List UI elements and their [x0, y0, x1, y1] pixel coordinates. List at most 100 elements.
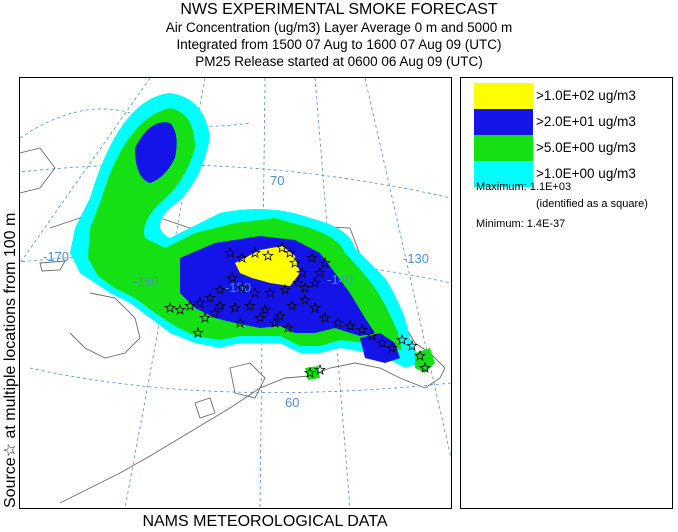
source-star-marker [226, 271, 238, 283]
source-star-marker [249, 286, 261, 298]
source-star-marker [356, 323, 368, 335]
forecast-subtitle-integration: Integrated from 1500 07 Aug to 1600 07 A… [176, 37, 502, 52]
legend-label: >2.0E+01 ug/m3 [536, 114, 636, 129]
source-star-marker [204, 291, 216, 303]
legend-item-gt20: >2.0E+01 ug/m3 [474, 109, 666, 135]
label-lon-130: -130 [403, 251, 429, 266]
source-star-marker [419, 361, 431, 373]
forecast-title: NWS EXPERIMENTAL SMOKE FORECAST [180, 1, 498, 18]
source-star-marker [319, 256, 331, 268]
source-star-marker [214, 283, 226, 295]
source-star-marker [299, 293, 311, 305]
lat-70-line [20, 164, 451, 199]
legend-label: >5.0E+00 ug/m3 [536, 140, 636, 155]
source-star-marker [209, 306, 221, 318]
label-lat-70: 70 [270, 173, 284, 188]
legend-item-gt1: >1.0E+00 ug/m3 [474, 161, 666, 187]
source-star-marker [259, 303, 271, 315]
legend-swatch [474, 161, 533, 187]
source-star-marker [406, 339, 418, 351]
plume-core-gt20 [135, 122, 375, 337]
label-lon-170: -170 [43, 249, 69, 264]
legend-swatch [474, 83, 533, 109]
source-star-marker [174, 303, 186, 315]
source-star-marker [236, 281, 248, 293]
plume-east-a [360, 333, 400, 363]
data-source-footer: NAMS METEOROLOGICAL DATA [142, 513, 388, 530]
chukotka [20, 147, 56, 194]
source-star-marker [386, 341, 398, 353]
source-star-marker [192, 326, 204, 338]
source-star-marker [214, 299, 226, 311]
source-star-marker [284, 246, 296, 258]
source-star-marker [254, 311, 266, 323]
label-lat-60: 60 [285, 395, 299, 410]
source-star-marker [236, 251, 248, 263]
legend-item-gt100: >1.0E+02 ug/m3 [474, 83, 666, 109]
source-star-marker [234, 316, 246, 328]
lon-130-line [364, 78, 451, 459]
source-star-marker [304, 366, 316, 378]
source-star-marker [244, 299, 256, 311]
source-star-marker [319, 311, 331, 323]
smoke-plumes [70, 93, 435, 380]
source-star-marker [229, 301, 241, 313]
source-star-marker [332, 316, 344, 328]
label-lon-160: -160 [133, 274, 159, 289]
source-star-marker [309, 301, 321, 313]
maximum-value: Maximum: 1.1E+03 [476, 181, 572, 193]
source-side-label: Source☆ at multiple locations from 100 m [0, 78, 20, 510]
kodiak [194, 397, 216, 419]
smoke-map: 70 60 -170 -160 -150 -140 -130 [20, 78, 451, 508]
west-coast [69, 292, 141, 359]
source-star-marker [414, 349, 426, 361]
source-star-marker [224, 246, 236, 258]
map-panel: 70 60 -170 -160 -150 -140 -130 [19, 77, 452, 509]
source-star-marker [276, 241, 288, 253]
source-star-marker [269, 316, 281, 328]
st-lawrence [39, 260, 66, 272]
source-star-marker [289, 256, 301, 268]
source-side-label-text: Source☆ at multiple locations from 100 m [2, 212, 19, 508]
source-star-marker [314, 266, 326, 278]
forecast-subtitle-layer: Air Concentration (ug/m3) Layer Average … [165, 20, 513, 35]
maximum-note: (identified as a square) [536, 198, 648, 210]
minimum-value: Minimum: 1.4E-37 [476, 218, 566, 230]
legend-label: >1.0E+00 ug/m3 [536, 166, 636, 181]
source-star-marker [279, 283, 291, 295]
lat-60-line [29, 367, 451, 394]
plume-core-gt100 [235, 246, 300, 286]
source-star-marker [274, 309, 286, 321]
source-star-marker [309, 276, 321, 288]
label-lon-140: -140 [327, 272, 353, 287]
polar-arc [20, 108, 251, 139]
source-star-marker [262, 249, 274, 261]
legend-swatch [474, 135, 533, 161]
source-star-marker [396, 333, 408, 345]
source-star-marker [286, 299, 298, 311]
source-star-marker [314, 363, 326, 375]
source-star-marker [344, 319, 356, 331]
legend-label: >1.0E+02 ug/m3 [536, 88, 636, 103]
source-star-marker [184, 299, 196, 311]
legend-swatch [474, 109, 533, 135]
source-star-marker [292, 276, 304, 288]
source-star-marker [282, 321, 294, 333]
plume-east-b [415, 348, 435, 373]
source-star-marker [299, 281, 311, 293]
source-star-marker [199, 311, 211, 323]
source-star-marker [306, 251, 318, 263]
source-star-marker [194, 296, 206, 308]
source-star-marker [376, 336, 388, 348]
source-star-marker [296, 266, 308, 278]
source-star-marker [366, 329, 378, 341]
kenai [229, 362, 266, 399]
source-star-marker [264, 286, 276, 298]
source-star-marker [164, 301, 176, 313]
legend-item-gt5: >5.0E+00 ug/m3 [474, 135, 666, 161]
forecast-subtitle-release: PM25 Release started at 0600 06 Aug 09 (… [195, 54, 483, 69]
lon-170-line [20, 78, 151, 264]
legend-panel: >1.0E+02 ug/m3 >2.0E+01 ug/m3 >5.0E+00 u… [460, 77, 673, 509]
source-markers [164, 241, 431, 378]
source-star-marker [249, 246, 261, 258]
